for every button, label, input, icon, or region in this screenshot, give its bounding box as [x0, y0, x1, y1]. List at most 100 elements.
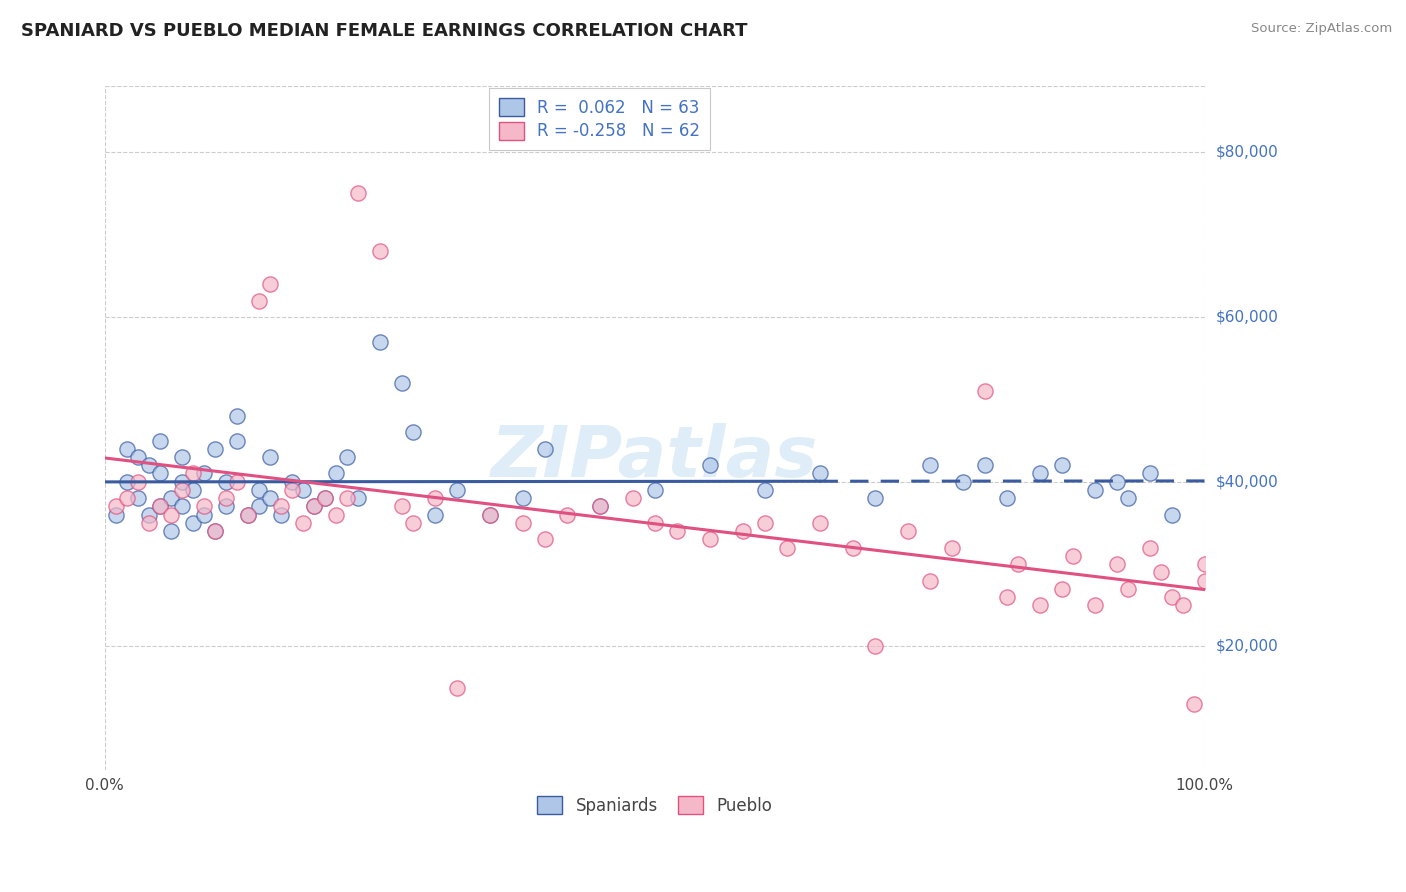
- Point: [193, 500, 215, 514]
- Point: [225, 475, 247, 489]
- Text: SPANIARD VS PUEBLO MEDIAN FEMALE EARNINGS CORRELATION CHART: SPANIARD VS PUEBLO MEDIAN FEMALE EARNING…: [21, 22, 748, 40]
- Point: [1028, 599, 1050, 613]
- Point: [259, 277, 281, 291]
- Point: [1050, 458, 1073, 473]
- Point: [159, 508, 181, 522]
- Point: [127, 491, 149, 506]
- Point: [214, 491, 236, 506]
- Point: [401, 425, 423, 440]
- Point: [952, 475, 974, 489]
- Text: $40,000: $40,000: [1216, 475, 1278, 489]
- Point: [995, 590, 1018, 604]
- Point: [325, 467, 347, 481]
- Point: [973, 458, 995, 473]
- Point: [170, 450, 193, 464]
- Point: [204, 524, 226, 538]
- Point: [193, 467, 215, 481]
- Point: [478, 508, 501, 522]
- Point: [644, 483, 666, 497]
- Point: [291, 516, 314, 530]
- Point: [259, 491, 281, 506]
- Point: [512, 516, 534, 530]
- Text: $20,000: $20,000: [1216, 639, 1278, 654]
- Point: [302, 500, 325, 514]
- Point: [236, 508, 259, 522]
- Point: [159, 491, 181, 506]
- Point: [138, 516, 160, 530]
- Point: [280, 475, 302, 489]
- Point: [863, 640, 886, 654]
- Point: [280, 483, 302, 497]
- Point: [1083, 483, 1105, 497]
- Point: [918, 458, 941, 473]
- Point: [291, 483, 314, 497]
- Point: [1160, 590, 1182, 604]
- Point: [1149, 566, 1171, 580]
- Point: [159, 524, 181, 538]
- Point: [1116, 582, 1139, 596]
- Point: [138, 508, 160, 522]
- Point: [181, 516, 204, 530]
- Point: [259, 450, 281, 464]
- Point: [896, 524, 918, 538]
- Point: [754, 516, 776, 530]
- Point: [104, 500, 127, 514]
- Point: [533, 533, 555, 547]
- Point: [1139, 541, 1161, 555]
- Point: [446, 681, 468, 695]
- Point: [699, 458, 721, 473]
- Point: [621, 491, 644, 506]
- Point: [401, 516, 423, 530]
- Point: [368, 334, 391, 349]
- Point: [346, 491, 368, 506]
- Point: [1194, 557, 1216, 571]
- Point: [149, 500, 172, 514]
- Point: [247, 483, 270, 497]
- Point: [555, 508, 578, 522]
- Point: [181, 483, 204, 497]
- Point: [446, 483, 468, 497]
- Point: [236, 508, 259, 522]
- Point: [918, 574, 941, 588]
- Point: [270, 508, 292, 522]
- Point: [754, 483, 776, 497]
- Text: Source: ZipAtlas.com: Source: ZipAtlas.com: [1251, 22, 1392, 36]
- Point: [104, 508, 127, 522]
- Point: [127, 450, 149, 464]
- Point: [1062, 549, 1084, 563]
- Point: [115, 442, 138, 456]
- Point: [314, 491, 336, 506]
- Point: [149, 467, 172, 481]
- Point: [149, 500, 172, 514]
- Point: [808, 467, 831, 481]
- Point: [1116, 491, 1139, 506]
- Point: [302, 500, 325, 514]
- Point: [1160, 508, 1182, 522]
- Point: [336, 491, 359, 506]
- Point: [336, 450, 359, 464]
- Legend: Spaniards, Pueblo: Spaniards, Pueblo: [529, 788, 780, 823]
- Point: [368, 244, 391, 258]
- Point: [1007, 557, 1029, 571]
- Point: [270, 500, 292, 514]
- Point: [863, 491, 886, 506]
- Point: [127, 475, 149, 489]
- Point: [1194, 574, 1216, 588]
- Point: [1105, 557, 1128, 571]
- Point: [1105, 475, 1128, 489]
- Point: [533, 442, 555, 456]
- Point: [170, 500, 193, 514]
- Point: [391, 500, 413, 514]
- Point: [391, 376, 413, 390]
- Text: $60,000: $60,000: [1216, 310, 1278, 325]
- Point: [314, 491, 336, 506]
- Point: [973, 384, 995, 398]
- Point: [1028, 467, 1050, 481]
- Point: [1050, 582, 1073, 596]
- Point: [423, 508, 446, 522]
- Point: [193, 508, 215, 522]
- Point: [995, 491, 1018, 506]
- Point: [138, 458, 160, 473]
- Point: [204, 442, 226, 456]
- Point: [588, 500, 610, 514]
